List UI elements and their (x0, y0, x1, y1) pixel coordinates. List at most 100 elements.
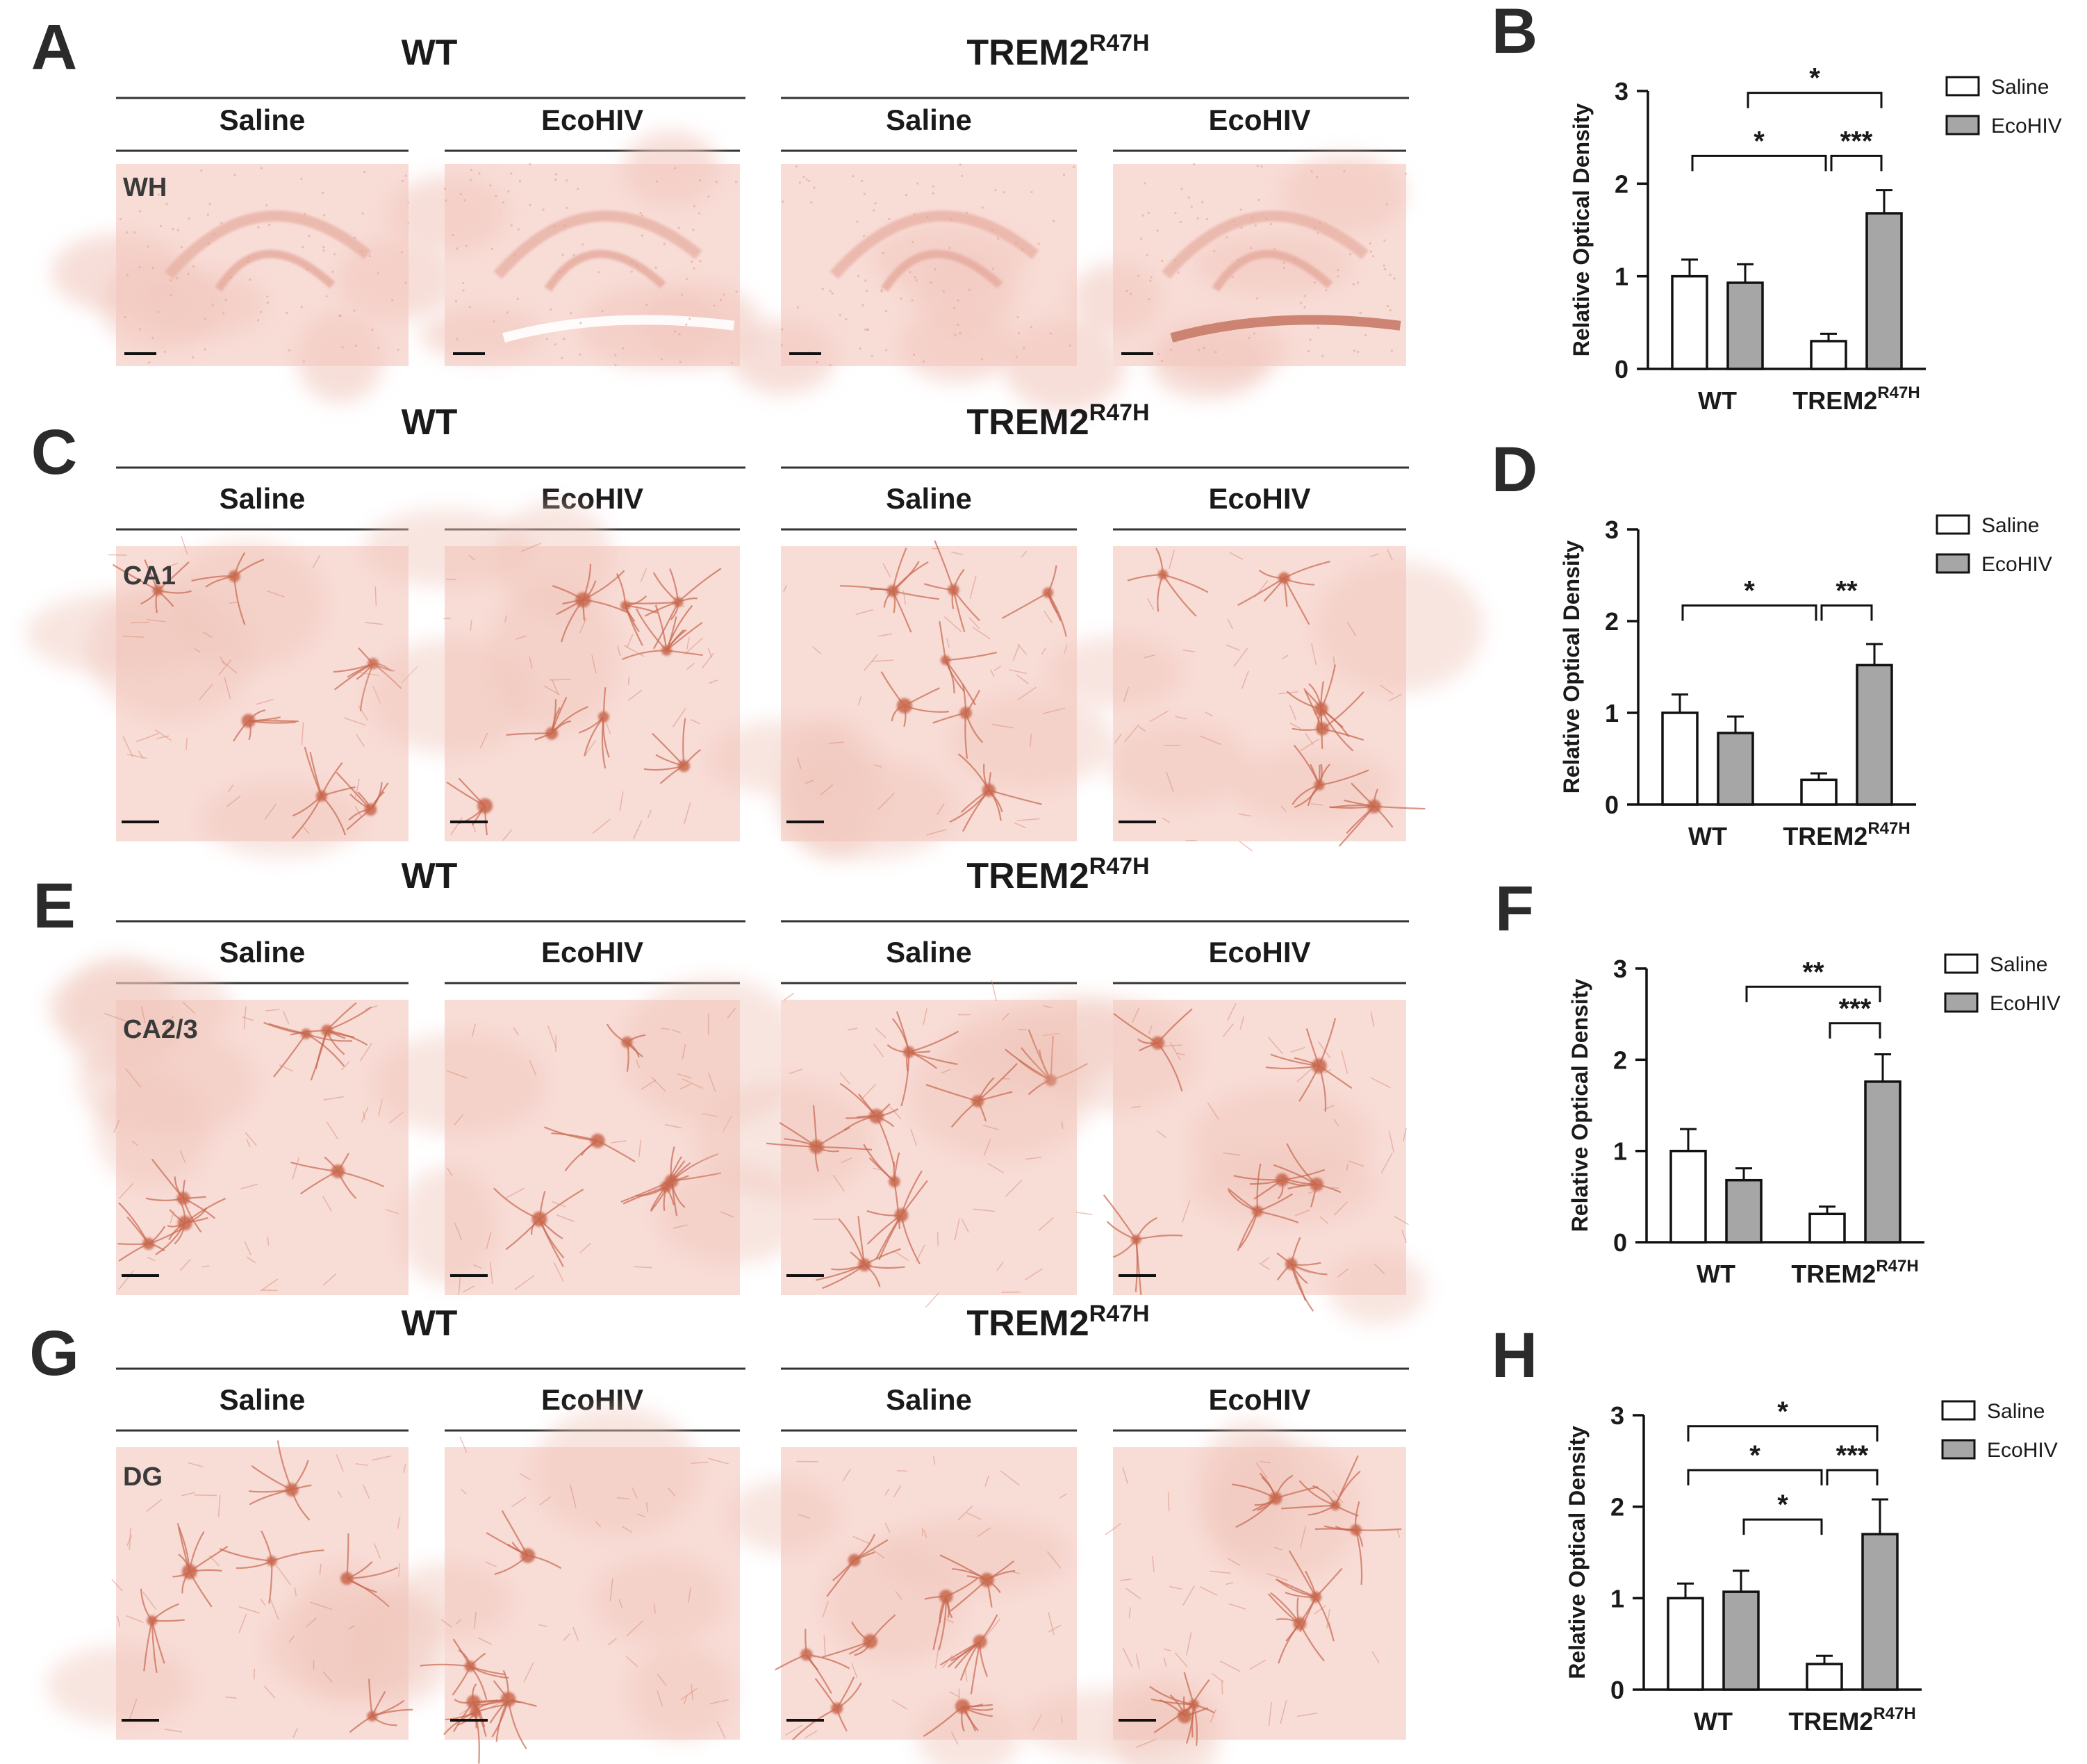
pyramidal-layer (1161, 210, 1369, 279)
fiber (539, 1496, 551, 1506)
fiber (319, 1563, 322, 1576)
fiber (592, 818, 611, 834)
astrocyte (839, 1082, 899, 1167)
tissue-speck (1146, 254, 1148, 256)
tissue-speck (1316, 176, 1319, 179)
fiber (1289, 723, 1301, 729)
legend-swatch (1945, 76, 1980, 97)
fiber (489, 1262, 493, 1285)
tissue-speck (157, 311, 160, 313)
astrocyte-soma (464, 1660, 476, 1672)
astrocyte-process (653, 602, 679, 650)
fiber (1164, 1044, 1182, 1047)
tissue-speck (265, 204, 268, 207)
fiber (253, 1668, 256, 1680)
fiber (1005, 1180, 1023, 1197)
astrocyte-soma (1367, 799, 1381, 814)
astrocyte (486, 1510, 562, 1575)
fiber (893, 1485, 902, 1498)
tissue-speck (866, 328, 869, 331)
astrocyte (606, 1023, 646, 1072)
fiber (240, 1183, 258, 1189)
astrocyte (1237, 561, 1330, 625)
tissue-speck (529, 204, 531, 206)
tissue-speck (981, 357, 984, 361)
group-label-trem2: TREM2R47H (966, 1301, 1149, 1344)
tissue-speck (1309, 338, 1312, 341)
fiber (470, 620, 472, 631)
fiber (1311, 643, 1317, 666)
bar (1806, 1663, 1843, 1691)
fiber (459, 1436, 468, 1453)
tissue-speck (1265, 217, 1268, 220)
fiber (1122, 1467, 1129, 1485)
fiber (641, 1079, 657, 1090)
tissue-speck (1386, 304, 1389, 308)
fiber (1164, 1648, 1171, 1651)
tissue-speck (286, 312, 288, 315)
tissue-speck (707, 195, 710, 198)
fiber (146, 618, 165, 623)
fiber (1038, 1217, 1054, 1231)
tissue-speck (224, 299, 227, 302)
tissue-speck (1072, 165, 1075, 169)
tissue-speck (148, 361, 151, 364)
fiber (1332, 1490, 1344, 1503)
tissue-speck (1307, 349, 1310, 353)
tissue-speck (861, 179, 864, 182)
astrocyte (822, 1614, 896, 1658)
fiber (1163, 1657, 1167, 1667)
fiber (875, 1028, 886, 1039)
y-tick-label: 1 (1605, 699, 1619, 727)
fiber (1012, 644, 1020, 661)
tissue-speck (304, 213, 306, 215)
astrocyte-soma (903, 1046, 915, 1058)
fiber (126, 1535, 133, 1547)
astrocyte-process (1136, 1234, 1183, 1241)
fiber (1323, 1105, 1335, 1110)
fiber (570, 1484, 577, 1508)
fiber (1374, 1263, 1385, 1275)
tissue-speck (953, 307, 956, 310)
astrocyte-soma (661, 645, 672, 656)
fiber (202, 631, 213, 638)
tissue-speck (1141, 214, 1144, 217)
legend-swatch (1944, 992, 1979, 1013)
astrocyte-soma (621, 1036, 633, 1048)
astrocyte-soma (152, 585, 163, 596)
tissue-speck (1385, 203, 1388, 206)
tissue-speck (1015, 241, 1018, 245)
astrocyte (233, 709, 299, 742)
tissue-speck (1179, 220, 1182, 224)
tissue-speck (266, 295, 269, 298)
fiber (638, 1139, 642, 1157)
astrocyte-soma (520, 1548, 536, 1563)
tissue-speck (204, 348, 206, 351)
fiber (702, 652, 714, 669)
fiber (1369, 553, 1379, 557)
bar (1667, 1597, 1704, 1691)
tissue-speck (187, 272, 190, 275)
group-label-superscript: R47H (1089, 399, 1150, 426)
tissue-speck (222, 312, 225, 315)
bracket-line (1745, 985, 1881, 1003)
fiber (1317, 1041, 1331, 1059)
fiber (179, 1150, 186, 1163)
tissue-speck (997, 237, 1000, 240)
fiber (397, 1517, 401, 1529)
fiber (1204, 711, 1213, 717)
fiber (1258, 1262, 1270, 1270)
fiber (972, 627, 991, 640)
bar-chart: H Relative Optical Density 0 1 2 3 WT TREM2R47H… (1492, 1320, 2058, 1736)
astrocyte (1292, 745, 1369, 809)
pyramidal-layer (493, 210, 702, 279)
fiber (1228, 1603, 1246, 1610)
y-axis-label: Relative Optical Density (1569, 104, 1594, 357)
fiber (884, 1522, 891, 1533)
fiber (1249, 1659, 1267, 1670)
fiber (486, 1232, 492, 1250)
astrocyte (140, 1588, 185, 1673)
tissue-speck (542, 208, 545, 211)
